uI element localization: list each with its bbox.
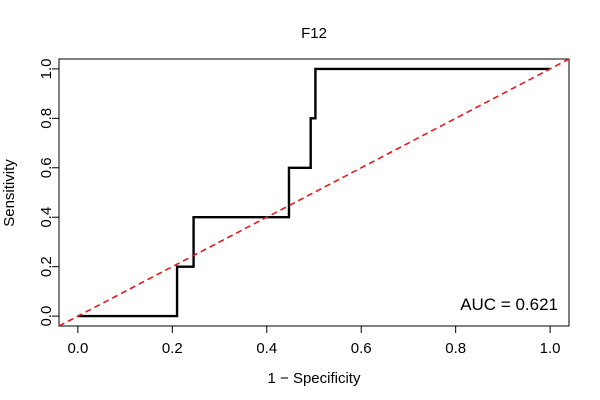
y-tick-label: 1.0 — [38, 58, 55, 79]
chance-diagonal-line — [59, 59, 569, 326]
x-tick-label: 0.4 — [256, 340, 277, 357]
x-tick-label: 0.2 — [162, 340, 183, 357]
x-tick-label: 0.8 — [445, 340, 466, 357]
y-axis: 0.0 0.2 0.4 0.6 0.8 1.0 — [38, 58, 60, 327]
x-axis-title: 1 − Specificity — [268, 370, 361, 387]
x-tick-label: 0.0 — [67, 340, 88, 357]
chart-title: F12 — [301, 25, 327, 42]
plot-frame — [58, 58, 570, 327]
x-axis: 0.0 0.2 0.4 0.6 0.8 1.0 — [67, 325, 561, 357]
y-tick-label: 0.2 — [38, 256, 55, 277]
y-tick-label: 0.6 — [38, 157, 55, 178]
y-axis-title: Sensitivity — [1, 159, 18, 227]
y-tick-label: 0.4 — [38, 207, 55, 228]
y-tick-label: 0.0 — [38, 306, 55, 327]
x-tick-label: 1.0 — [540, 340, 561, 357]
series-group — [59, 59, 569, 326]
y-tick-label: 0.8 — [38, 108, 55, 129]
roc-curve-line — [77, 67, 551, 318]
auc-annotation: AUC = 0.621 — [460, 295, 558, 314]
x-tick-label: 0.6 — [351, 340, 372, 357]
